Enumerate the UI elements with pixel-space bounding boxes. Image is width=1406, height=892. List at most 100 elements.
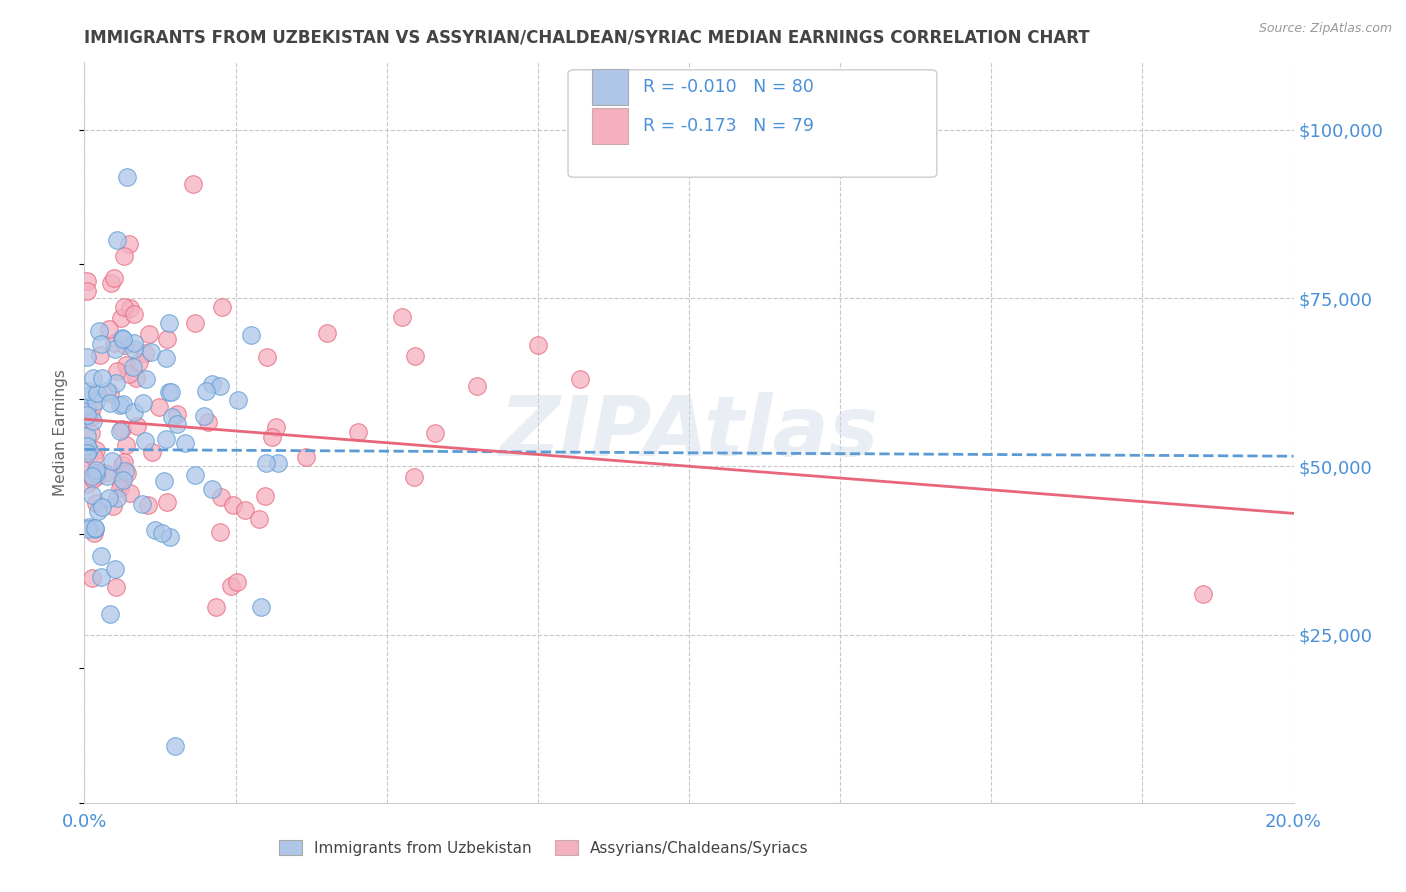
Point [157,316,180,330]
Text: ZIPAtlas: ZIPAtlas [499,392,879,473]
Point [79,520,101,534]
Point [86,385,108,400]
Point [120,485,142,500]
Point [155,351,177,366]
Point [145,523,167,537]
Point [90,570,112,584]
Point [82,570,104,584]
Point [184,467,207,482]
Point [90,371,112,385]
Point [80,425,103,440]
Point [91,500,114,514]
Point [82,468,104,483]
Point [222,498,245,512]
Point [77,388,100,402]
Point [122,359,145,374]
Text: R = -0.010   N = 80: R = -0.010 N = 80 [643,78,814,95]
Point [467,378,489,392]
Point [127,419,149,434]
Point [110,424,132,438]
Point [112,397,135,411]
Point [110,399,132,413]
Point [97,491,120,505]
Point [83,450,105,464]
Point [209,491,232,505]
Point [122,335,145,350]
Point [118,236,141,251]
Point [166,408,188,422]
Point [132,396,155,410]
Point [134,346,156,360]
Point [404,470,426,484]
Point [173,436,195,450]
Point [76,476,98,491]
Point [197,416,219,430]
Point [94,466,117,480]
Text: R = -0.173   N = 79: R = -0.173 N = 79 [643,117,814,135]
Point [86,496,108,510]
Point [76,400,98,414]
Point [1192,587,1215,601]
Point [105,491,128,505]
Point [160,384,183,399]
Point [108,481,131,495]
Point [159,530,181,544]
Point [122,405,145,419]
Point [211,300,233,314]
Point [124,343,146,357]
Point [77,522,100,536]
Point [118,368,141,382]
Point [201,376,224,391]
Point [193,409,215,424]
Point [166,417,188,431]
Point [96,384,118,398]
Point [134,434,156,449]
Point [82,401,104,416]
Point [114,338,136,352]
Point [125,370,148,384]
Point [110,476,132,491]
FancyBboxPatch shape [592,108,628,144]
Point [115,359,138,373]
Point [103,270,125,285]
Point [162,410,184,425]
Point [114,465,136,479]
Point [117,466,139,480]
Point [110,310,132,325]
Point [247,512,270,526]
Point [98,607,121,622]
Point [80,410,103,425]
Point [76,428,98,442]
Point [254,456,277,470]
Point [157,385,180,400]
Point [128,355,150,369]
Point [87,504,110,518]
Point [101,454,124,468]
Point [84,522,107,536]
Point [249,600,271,615]
Point [89,348,111,362]
Point [391,310,413,325]
Point [105,364,128,378]
Point [103,336,125,351]
Point [208,379,231,393]
Point [80,488,103,502]
Point [83,526,105,541]
Point [76,351,98,365]
Point [136,498,159,512]
Point [156,495,179,509]
FancyBboxPatch shape [568,70,936,178]
Point [404,349,426,363]
Point [100,277,122,291]
Point [155,432,177,446]
Point [264,419,287,434]
Point [156,332,179,346]
Point [118,301,141,315]
Point [150,526,173,541]
Point [76,459,98,474]
Point [295,450,318,465]
Point [84,521,107,535]
Point [98,322,121,336]
Point [111,331,134,345]
Point [226,392,249,407]
